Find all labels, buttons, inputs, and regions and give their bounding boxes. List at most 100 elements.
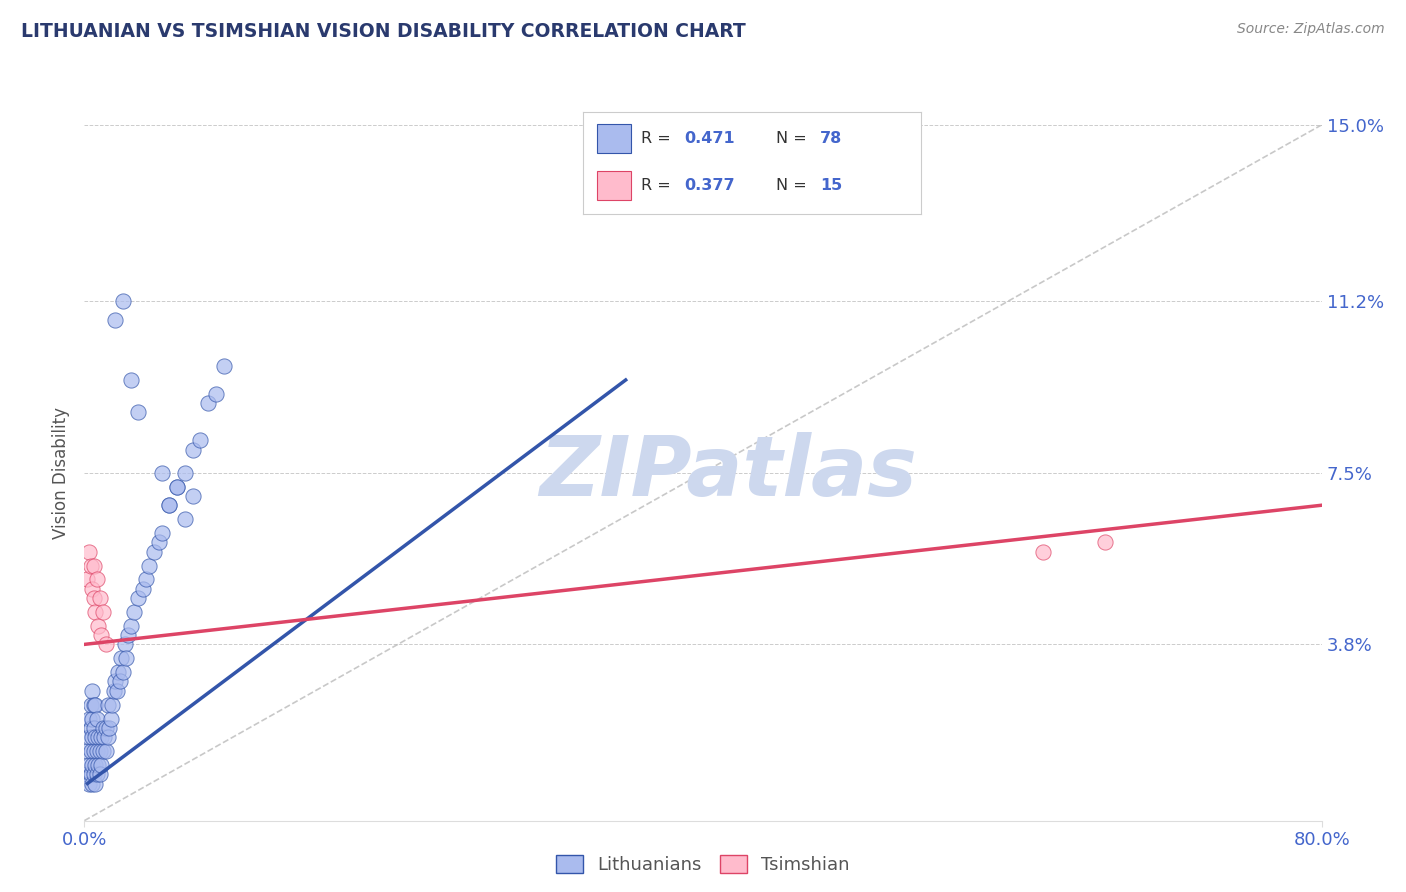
Point [114, 637, 136, 651]
Point [96, 698, 118, 712]
Point [89, 767, 111, 781]
Point [107, 665, 129, 680]
Point [108, 674, 131, 689]
Point [86, 744, 108, 758]
Point [148, 535, 170, 549]
Point [87, 730, 110, 744]
Point [76, 573, 98, 587]
Point [159, 498, 180, 512]
Point [86, 573, 108, 587]
Point [181, 442, 204, 457]
Point [104, 312, 127, 326]
Text: 0.471: 0.471 [685, 130, 735, 145]
Point [91, 721, 114, 735]
Point [1032, 544, 1054, 558]
Text: ZIPatlas: ZIPatlas [538, 433, 917, 513]
Point [112, 294, 135, 309]
Point [83, 558, 105, 573]
Point [91, 605, 114, 619]
Point [79, 721, 101, 735]
Point [166, 480, 188, 494]
Point [103, 683, 125, 698]
Legend: Lithuanians, Tsimshian: Lithuanians, Tsimshian [548, 847, 858, 881]
Point [93, 730, 115, 744]
Text: Source: ZipAtlas.com: Source: ZipAtlas.com [1237, 22, 1385, 37]
Point [77, 712, 100, 726]
Point [101, 698, 124, 712]
Text: 78: 78 [820, 130, 842, 145]
Point [84, 698, 107, 712]
Point [138, 558, 160, 573]
Point [76, 744, 98, 758]
Text: N =: N = [776, 130, 811, 145]
Point [127, 591, 149, 605]
Point [98, 721, 121, 735]
Point [94, 744, 117, 758]
Point [84, 605, 107, 619]
Point [79, 744, 101, 758]
Point [115, 651, 138, 665]
Point [188, 434, 211, 448]
Point [82, 776, 104, 790]
Point [83, 767, 105, 781]
Point [83, 744, 105, 758]
Text: R =: R = [641, 130, 676, 145]
Text: R =: R = [641, 178, 676, 193]
Point [79, 767, 101, 781]
Point [84, 776, 107, 790]
FancyBboxPatch shape [598, 124, 631, 153]
Point [82, 712, 104, 726]
Point [76, 767, 98, 781]
Point [181, 489, 204, 503]
Point [174, 466, 197, 480]
Point [77, 544, 100, 558]
Point [94, 637, 117, 651]
Point [212, 359, 235, 373]
Point [150, 466, 173, 480]
Point [77, 758, 100, 772]
Point [84, 730, 107, 744]
Point [159, 498, 180, 512]
Point [83, 698, 105, 712]
Point [90, 730, 112, 744]
Point [84, 758, 107, 772]
Text: 15: 15 [820, 178, 842, 193]
Point [132, 582, 155, 596]
Point [82, 683, 104, 698]
Text: LITHUANIAN VS TSIMSHIAN VISION DISABILITY CORRELATION CHART: LITHUANIAN VS TSIMSHIAN VISION DISABILIT… [21, 22, 745, 41]
Point [122, 605, 145, 619]
Point [77, 730, 100, 744]
Point [112, 665, 135, 680]
Point [86, 712, 108, 726]
Point [135, 573, 157, 587]
Point [127, 405, 149, 419]
Point [79, 558, 101, 573]
Point [83, 591, 105, 605]
Text: N =: N = [776, 178, 811, 193]
Point [96, 730, 118, 744]
Point [90, 628, 112, 642]
Y-axis label: Vision Disability: Vision Disability [52, 407, 70, 539]
Point [82, 582, 104, 596]
Text: 0.377: 0.377 [685, 178, 735, 193]
Point [143, 544, 166, 558]
FancyBboxPatch shape [598, 171, 631, 200]
Point [82, 730, 104, 744]
Point [77, 776, 100, 790]
Point [1094, 535, 1116, 549]
Point [104, 674, 127, 689]
Point [110, 651, 132, 665]
Point [89, 744, 111, 758]
Point [90, 758, 112, 772]
Point [91, 744, 114, 758]
Point [89, 591, 111, 605]
Point [94, 721, 117, 735]
Point [79, 698, 101, 712]
Point [205, 387, 228, 401]
Point [120, 619, 142, 633]
Point [120, 373, 142, 387]
Point [87, 758, 110, 772]
Point [86, 767, 108, 781]
Point [174, 512, 197, 526]
Point [100, 712, 122, 726]
